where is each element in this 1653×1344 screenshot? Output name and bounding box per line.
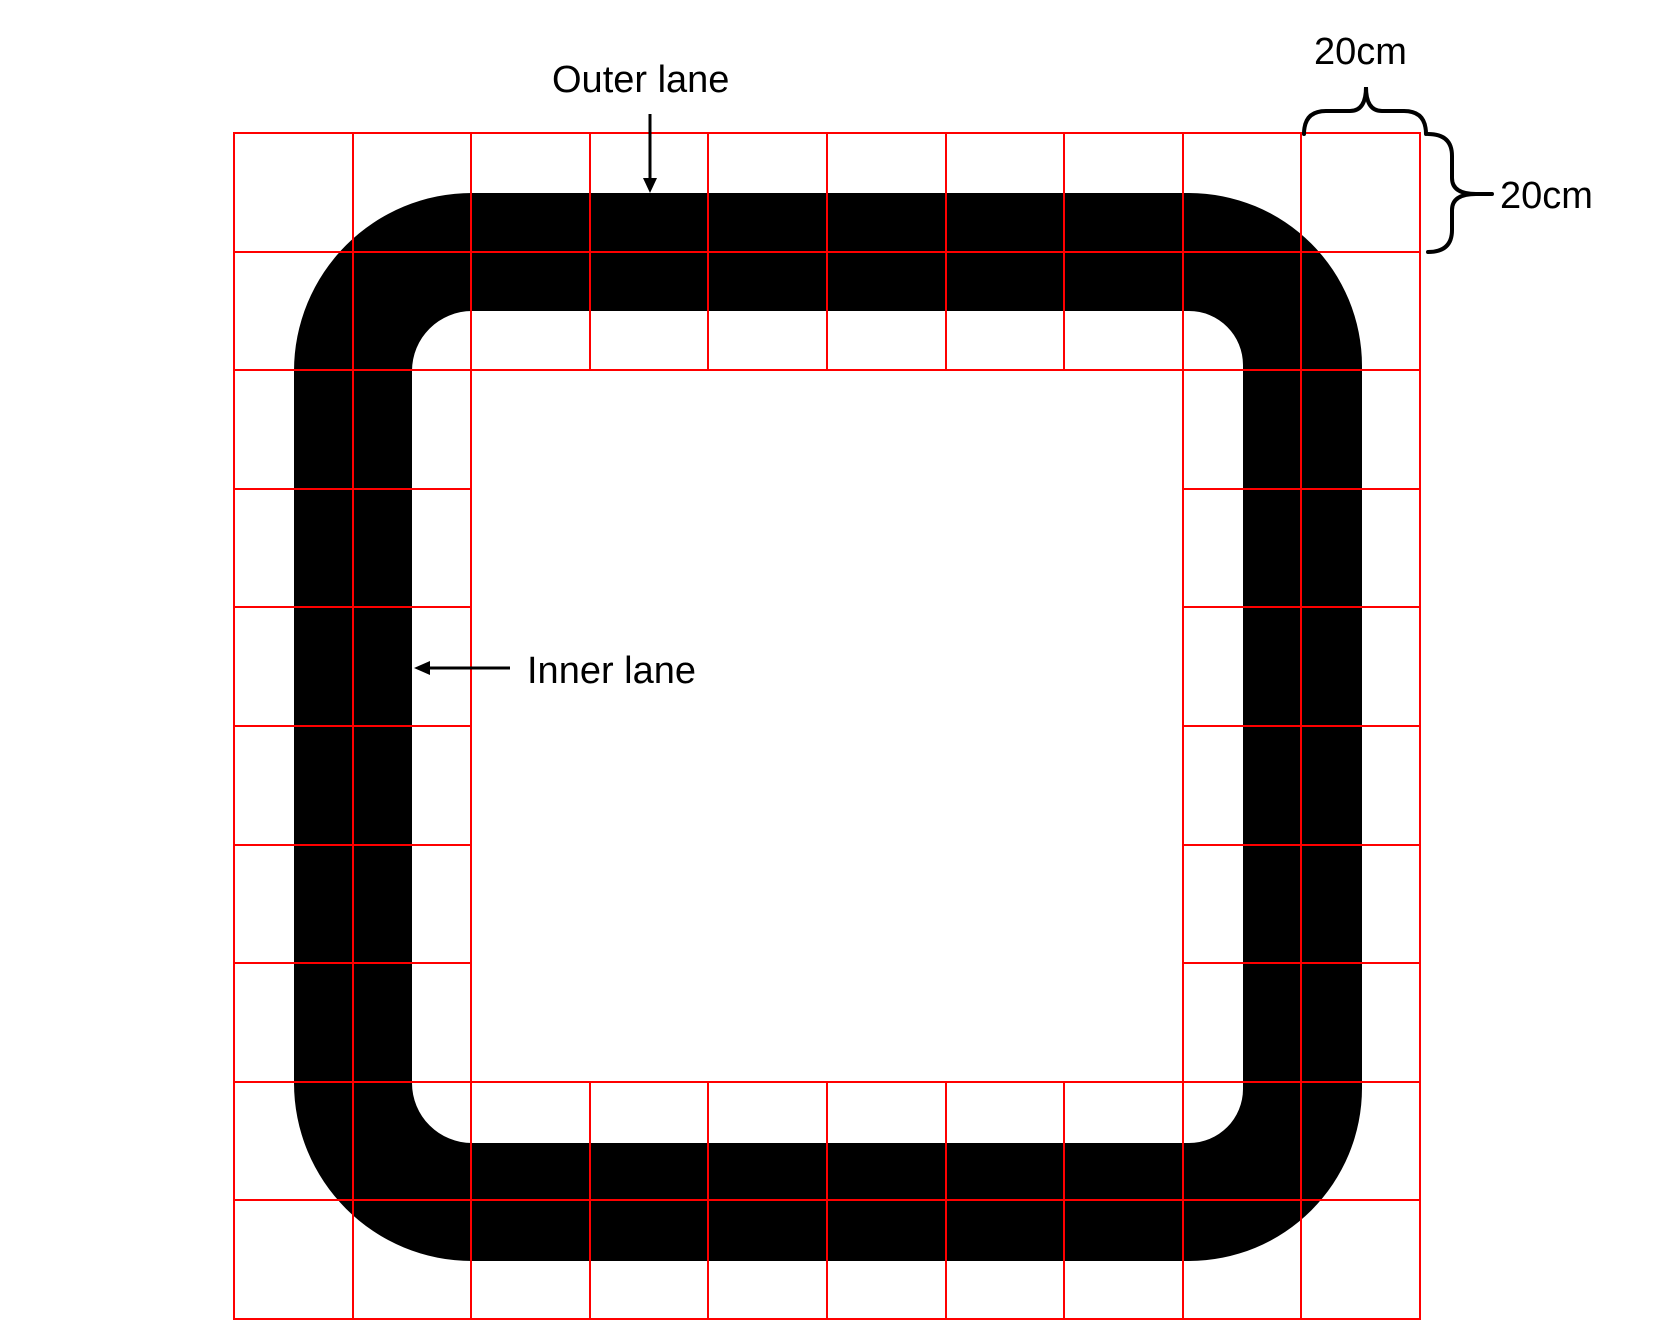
grid-cell bbox=[1300, 132, 1421, 253]
height-dimension-label: 20cm bbox=[1500, 175, 1593, 217]
track-ring bbox=[294, 193, 1362, 1261]
width-dimension-brace bbox=[1302, 86, 1428, 136]
inner-lane-label: Inner lane bbox=[527, 650, 697, 692]
grid-cell bbox=[1300, 1199, 1421, 1320]
inner-lane-arrow bbox=[414, 661, 510, 675]
width-dimension-label: 20cm bbox=[1314, 31, 1407, 73]
outer-lane-arrow bbox=[643, 114, 657, 193]
grid-cell bbox=[233, 1199, 354, 1320]
outer-lane-label: Outer lane bbox=[552, 59, 730, 101]
measurement-grid bbox=[233, 132, 1421, 1320]
height-dimension-brace bbox=[1426, 132, 1494, 254]
grid-cell bbox=[233, 132, 354, 253]
